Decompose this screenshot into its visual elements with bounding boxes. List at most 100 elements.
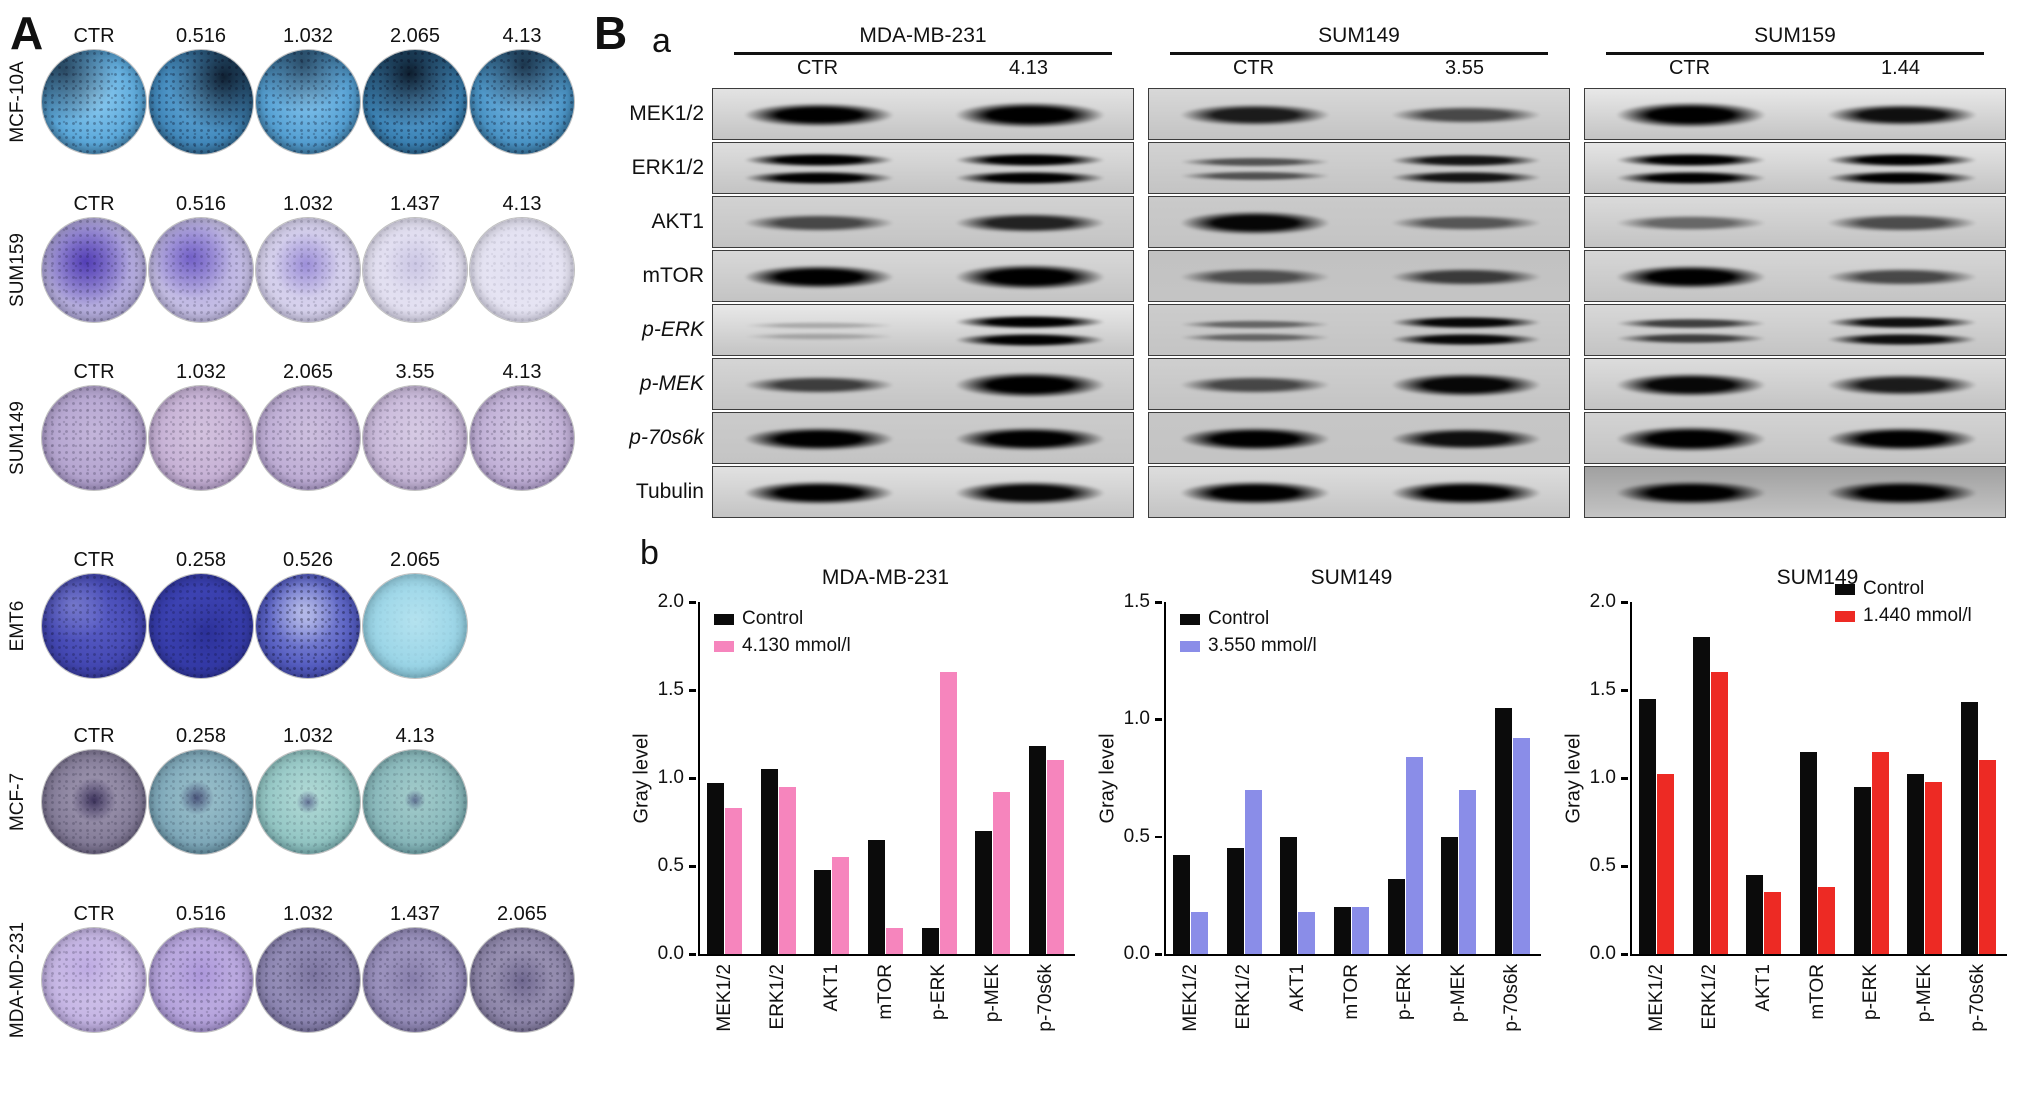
x-category-label: AKT1 <box>1286 964 1308 1012</box>
x-category-label: p-MEK <box>1913 964 1935 1023</box>
blot-band <box>743 153 894 167</box>
dish-column: 1.437 <box>363 192 467 322</box>
blot-band <box>1390 214 1541 232</box>
culture-dish <box>149 750 253 854</box>
chart-y-axis-label: Gray level <box>1096 733 1119 824</box>
culture-dish <box>363 574 467 678</box>
blot-lane-label: CTR <box>1668 57 1711 79</box>
blot-cell <box>1584 358 2006 410</box>
blot-cell <box>1584 412 2006 464</box>
dish-column: 1.032 <box>256 24 360 154</box>
blot-band <box>1826 426 1977 452</box>
concentration-label: 1.032 <box>282 25 334 47</box>
cell-line-label: EMT6 <box>7 600 28 652</box>
blot-band <box>954 333 1105 348</box>
y-tick-label: 1.0 <box>1589 767 1616 788</box>
dish-column: 0.258 <box>149 724 253 854</box>
culture-dish <box>42 928 146 1032</box>
concentration-label: CTR <box>73 25 115 47</box>
blot-row-label: AKT1 <box>651 210 704 233</box>
bar-Control-p-MEK <box>1441 836 1459 954</box>
concentration-label: 3.55 <box>395 361 435 383</box>
cell-line-label: MCF-10A <box>7 61 28 143</box>
blot-group-underline <box>1170 52 1548 55</box>
y-tick-label: 1.0 <box>1123 708 1150 730</box>
y-tick-mark <box>1621 865 1628 868</box>
legend-swatch <box>1180 641 1200 652</box>
dish-column: 3.55 <box>363 360 467 490</box>
blot-cell <box>1148 142 1570 194</box>
bar-3.550-mmol/l-p-MEK <box>1459 789 1477 954</box>
dish-column: 1.032 <box>149 360 253 490</box>
legend-swatch <box>714 614 734 625</box>
assay-row-EMT6: EMT6 CTR 0.258 0.526 2.065 <box>0 548 590 688</box>
bar-1.440-mmol/l-AKT1 <box>1764 892 1782 954</box>
blot-band <box>1179 426 1330 452</box>
dish-column: 4.13 <box>470 360 574 490</box>
blot-row-label: mTOR <box>642 264 704 287</box>
blot-lane-label: CTR <box>1232 57 1275 79</box>
blot-band <box>1615 426 1766 452</box>
concentration-label: 1.032 <box>175 361 227 383</box>
bar-1.440-mmol/l-p-MEK <box>1925 781 1943 954</box>
blot-lane-label: 1.44 <box>1881 57 1920 79</box>
culture-dish <box>470 218 574 322</box>
x-category-label: p-70s6k <box>1967 964 1989 1032</box>
blot-band <box>1179 376 1330 394</box>
x-category-label: p-ERK <box>1394 964 1416 1020</box>
x-category-label: p-MEK <box>981 964 1003 1023</box>
culture-dish <box>256 218 360 322</box>
concentration-label: 0.258 <box>175 549 227 571</box>
y-tick-label: 1.5 <box>1589 679 1616 700</box>
blot-cell <box>1584 196 2006 248</box>
blot-band <box>1615 152 1766 167</box>
y-tick-mark <box>689 601 696 604</box>
blot-band <box>1615 264 1766 290</box>
dish-column: CTR <box>42 548 146 678</box>
concentration-label: 4.13 <box>502 193 542 215</box>
blot-cell <box>1148 466 1570 518</box>
culture-dish <box>42 574 146 678</box>
chart-plot-area <box>1164 602 1541 956</box>
chart-title: MDA-MB-231 <box>821 566 950 589</box>
y-tick-mark <box>1155 835 1162 839</box>
concentration-label: 0.258 <box>175 725 227 747</box>
blot-band <box>1179 156 1330 167</box>
bar-Control-p-MEK <box>1907 774 1925 954</box>
blot-cell <box>1584 466 2006 518</box>
culture-dish <box>363 218 467 322</box>
cell-line-label: SUM149 <box>7 401 28 475</box>
culture-dish <box>470 386 574 490</box>
concentration-label: 1.032 <box>282 193 334 215</box>
legend-label: Control <box>742 608 804 629</box>
culture-dish <box>363 928 467 1032</box>
blot-row-label: p-MEK <box>639 372 704 395</box>
bar-Control-mTOR <box>868 839 885 954</box>
culture-dish <box>256 386 360 490</box>
blot-cell <box>1148 88 1570 140</box>
cell-line-label: MDA-MD-231 <box>7 921 28 1039</box>
culture-dish <box>363 50 467 154</box>
assay-row-SUM149: SUM149 CTR 1.032 2.065 3.55 4.13 <box>0 360 590 500</box>
concentration-label: 4.13 <box>502 361 542 383</box>
y-tick-label: 0.0 <box>657 943 684 964</box>
y-tick-label: 0.5 <box>1589 855 1616 876</box>
bar-4.130-mmol/l-MEK1/2 <box>725 807 743 954</box>
blot-band <box>1390 480 1541 506</box>
culture-dish <box>149 386 253 490</box>
y-tick-label: 1.5 <box>657 679 684 700</box>
blot-lane-label: 4.13 <box>1009 57 1048 79</box>
culture-dish <box>42 386 146 490</box>
panel-b-sub-a-label: a <box>652 22 671 60</box>
concentration-label: CTR <box>73 725 115 747</box>
bar-Control-AKT1 <box>1280 836 1298 954</box>
panel-b-sub-b-label: b <box>640 534 659 572</box>
blot-band <box>954 171 1105 185</box>
bar-Control-MEK1/2 <box>707 783 725 954</box>
y-tick-mark <box>689 865 696 868</box>
blot-row-label: p-70s6k <box>629 426 704 449</box>
dish-column: 4.13 <box>363 724 467 854</box>
bar-Control-p-70s6k <box>1960 702 1978 954</box>
legend-swatch <box>1835 584 1855 595</box>
blot-band <box>954 427 1105 451</box>
